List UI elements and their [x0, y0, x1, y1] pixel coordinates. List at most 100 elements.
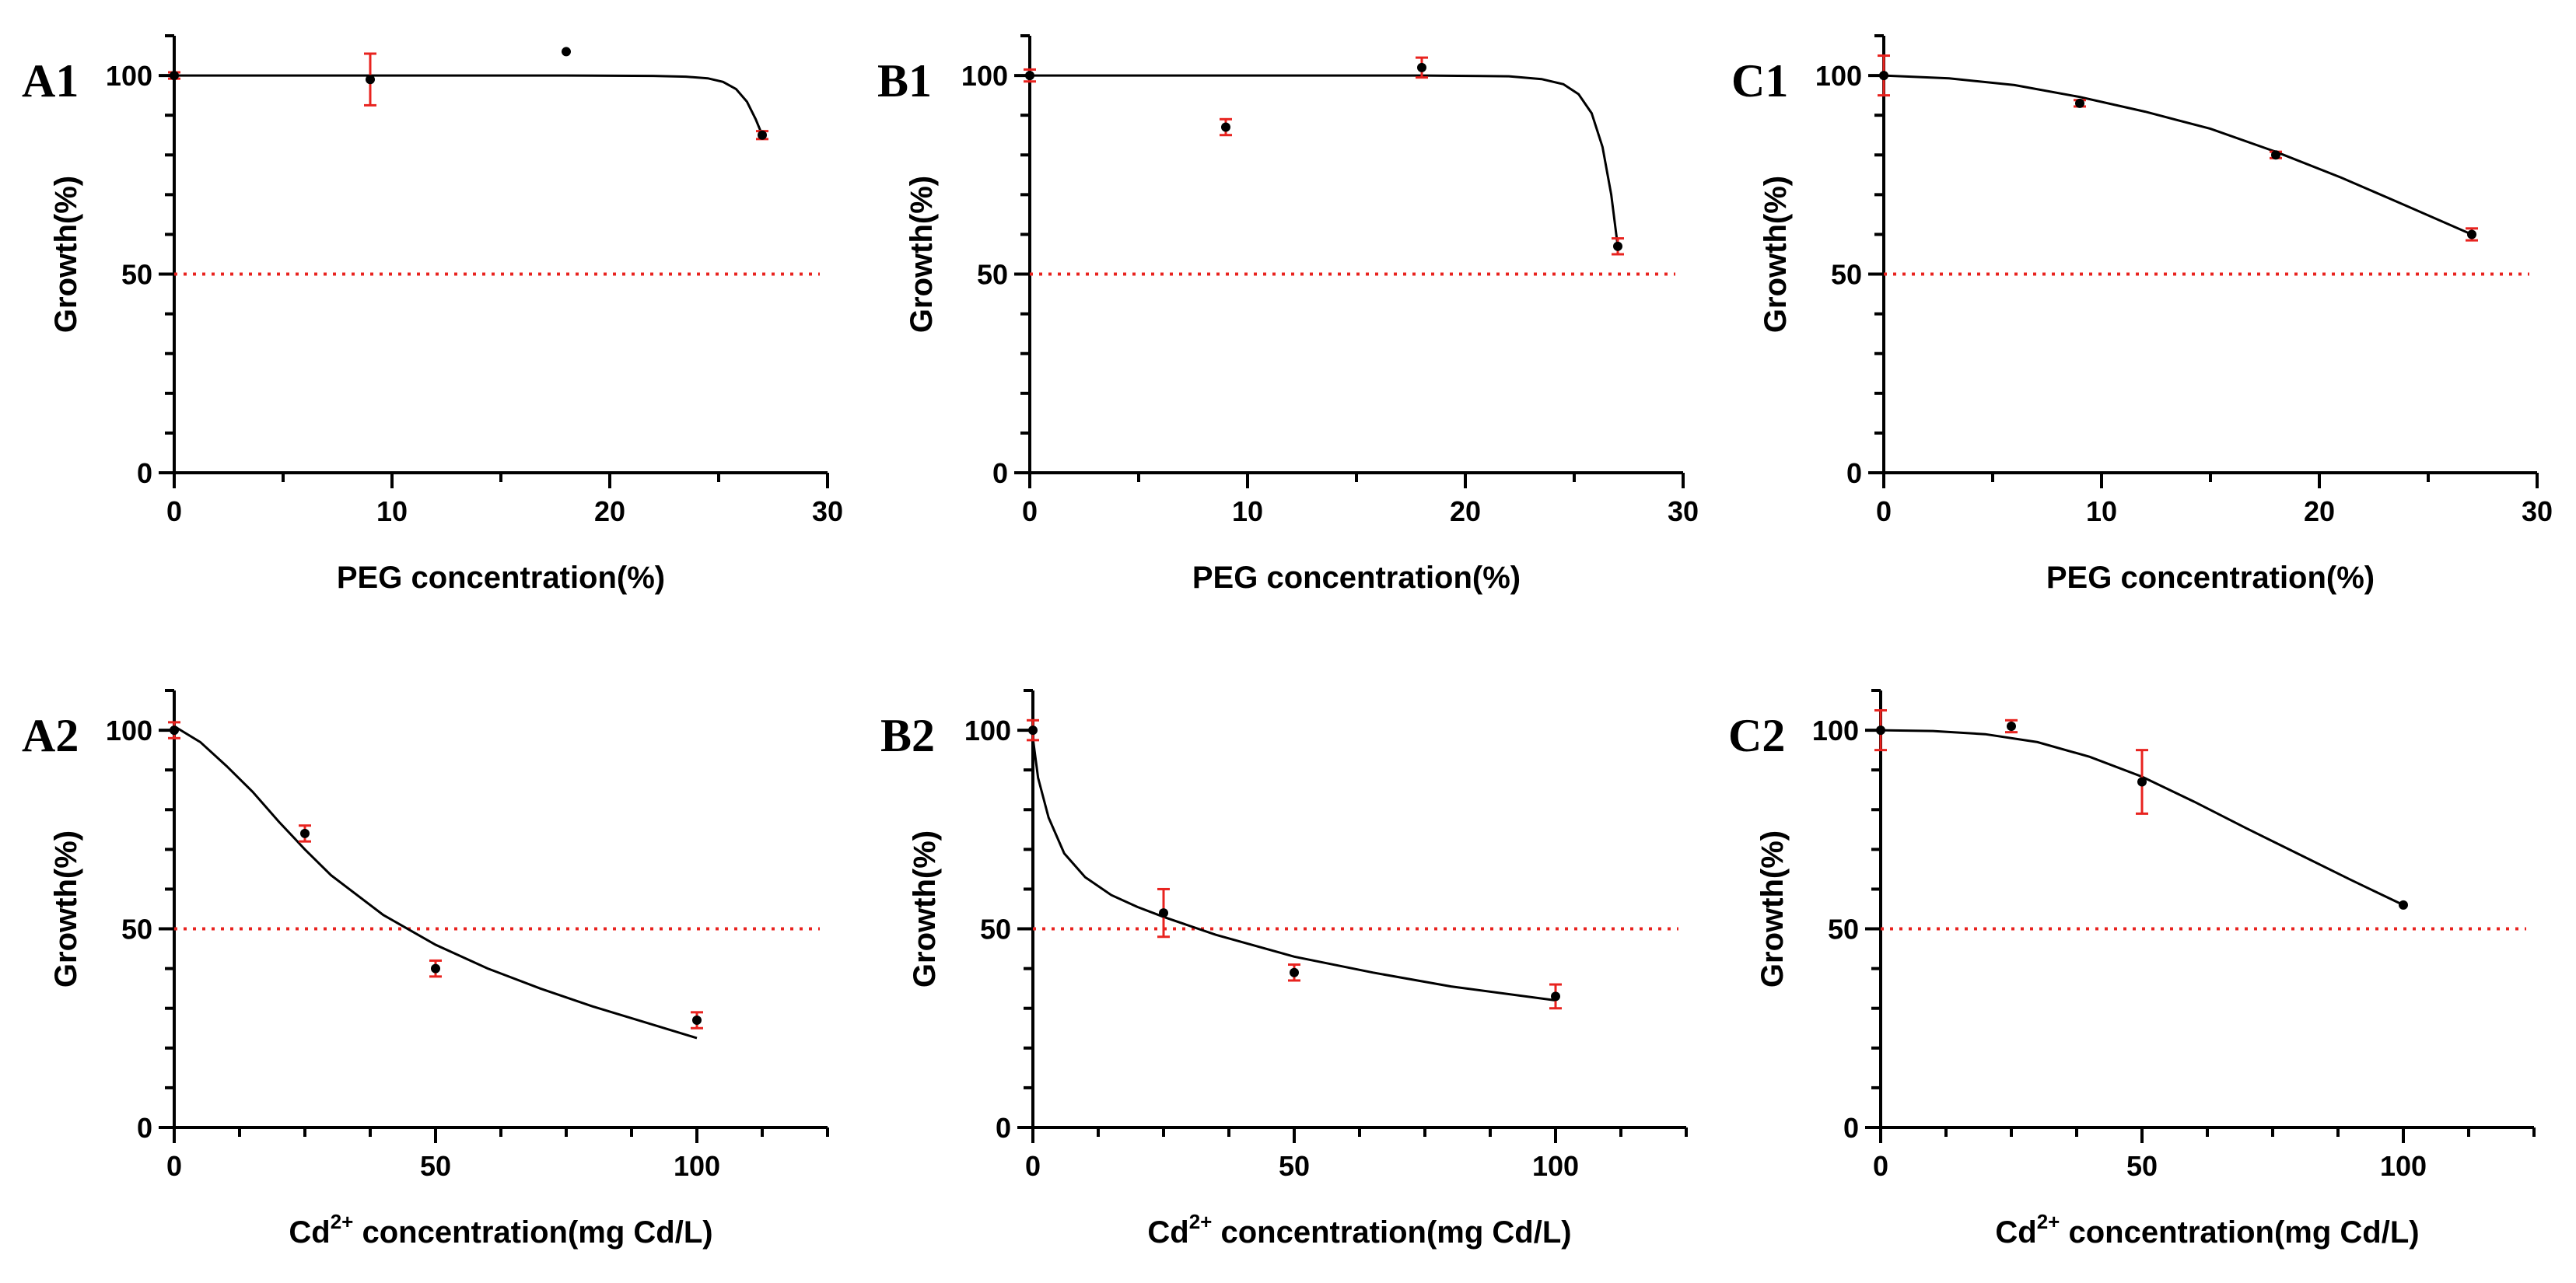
- chart-panel-a2: 0 50 100 0 50 100 A2 Growth(%) Cd2+ concentratio…: [22, 689, 829, 1250]
- panel-label: A2: [22, 710, 79, 761]
- x-tick-label: 0: [1025, 1150, 1041, 1182]
- x-tick-label: 30: [812, 495, 843, 527]
- y-axis-title: Growth(%): [908, 830, 942, 988]
- data-point: [1417, 62, 1426, 72]
- x-axis-title: Cd2+ concentration(mg Cd/L): [1147, 1210, 1571, 1250]
- x-tick-label: 0: [166, 1150, 182, 1182]
- x-tick-label: 50: [1279, 1150, 1310, 1182]
- data-point: [2399, 900, 2408, 910]
- data-point: [1613, 241, 1622, 251]
- data-point: [1028, 725, 1038, 736]
- data-point: [692, 1016, 702, 1026]
- data-point: [366, 75, 375, 85]
- data-point: [1876, 725, 1885, 736]
- y-tick-label: 100: [964, 715, 1011, 746]
- y-axis-title: Growth(%): [1755, 830, 1790, 988]
- x-tick-label: 50: [2126, 1150, 2158, 1182]
- data-point: [170, 725, 179, 736]
- y-tick-label: 100: [961, 60, 1008, 92]
- panel-label: C1: [1731, 55, 1788, 107]
- data-point: [300, 828, 310, 838]
- data-point: [562, 47, 571, 57]
- y-axis-title: Growth(%): [905, 176, 939, 333]
- x-axis-title-prefix: Cd: [1147, 1215, 1188, 1250]
- y-tick-label: 50: [121, 259, 152, 291]
- panel-label: A1: [22, 55, 79, 107]
- panel-label: B2: [880, 710, 935, 761]
- x-axis-title-prefix: Cd: [1995, 1215, 2036, 1250]
- y-tick-label: 0: [1846, 457, 1862, 489]
- x-tick-label: 100: [674, 1150, 720, 1182]
- chart-panel-c2: 0 50 100 0 50 100 C2 Growth(%) Cd2+ concentratio…: [1728, 689, 2536, 1250]
- x-tick-label: 20: [2304, 495, 2335, 527]
- y-tick-label: 100: [1815, 60, 1862, 92]
- y-tick-label: 0: [137, 1112, 152, 1144]
- y-axis-title: Growth(%): [49, 176, 83, 333]
- y-tick-label: 0: [1843, 1112, 1859, 1144]
- x-axis-title-main: concentration(mg Cd/L): [2060, 1215, 2419, 1250]
- x-axis-title: Cd2+ concentration(mg Cd/L): [1995, 1210, 2419, 1250]
- y-tick-label: 50: [977, 259, 1008, 291]
- x-axis-title: Cd2+ concentration(mg Cd/L): [289, 1210, 712, 1250]
- x-tick-label: 10: [1232, 495, 1263, 527]
- y-tick-label: 100: [106, 715, 152, 746]
- data-point: [1025, 71, 1034, 81]
- fitted-curve: [1883, 74, 2473, 236]
- x-axis-title: PEG concentration(%): [2046, 561, 2375, 595]
- x-axis-title-superscript: 2+: [1189, 1210, 1213, 1233]
- y-tick-label: 0: [137, 457, 152, 489]
- data-point: [2007, 721, 2016, 731]
- x-tick-label: 10: [2086, 495, 2117, 527]
- data-point: [1551, 991, 1560, 1002]
- fitted-curve: [1031, 738, 1556, 1002]
- data-point: [2137, 777, 2147, 787]
- data-point: [2271, 150, 2280, 160]
- y-tick-label: 100: [1812, 715, 1859, 746]
- x-tick-label: 100: [2380, 1150, 2427, 1182]
- panel-label: C2: [1728, 710, 1785, 761]
- data-point: [1879, 71, 1888, 81]
- data-point: [2075, 98, 2084, 108]
- y-tick-label: 50: [121, 914, 152, 946]
- x-axis-title-main: concentration(mg Cd/L): [353, 1215, 712, 1250]
- chart-panel-c1: 0 50 100 0 10 20 30 C1 Growth(%) PEG concentratio…: [1731, 34, 2553, 595]
- data-point: [758, 130, 767, 140]
- x-tick-label: 20: [1450, 495, 1481, 527]
- fitted-curve: [173, 725, 698, 1040]
- x-tick-label: 0: [1876, 495, 1892, 527]
- x-tick-label: 0: [166, 495, 182, 527]
- y-tick-label: 0: [996, 1112, 1011, 1144]
- x-axis-title: PEG concentration(%): [337, 561, 665, 595]
- x-axis-title-main: concentration(mg Cd/L): [1212, 1215, 1571, 1250]
- x-axis-title-superscript: 2+: [2037, 1210, 2060, 1233]
- chart-panel-b2: 0 50 100 0 50 100 B2 Growth(%) Cd2+ concentratio…: [880, 689, 1688, 1250]
- y-tick-label: 100: [106, 60, 152, 92]
- data-point: [431, 963, 440, 974]
- panel-label: B1: [877, 55, 932, 107]
- chart-panel-a1: 0 50 100 0 10 20 30 A1 Growth(%) PEG concentratio…: [22, 34, 843, 595]
- y-tick-label: 0: [992, 457, 1008, 489]
- data-point: [1159, 908, 1168, 918]
- x-axis-title-superscript: 2+: [331, 1210, 354, 1233]
- chart-panel-b1: 0 50 100 0 10 20 30 B1 Growth(%) PEG concentratio…: [877, 34, 1699, 595]
- fitted-curve: [174, 74, 764, 136]
- x-axis-title: PEG concentration(%): [1192, 561, 1521, 595]
- data-point: [170, 71, 179, 81]
- x-tick-label: 0: [1022, 495, 1038, 527]
- x-tick-label: 30: [1668, 495, 1699, 527]
- x-tick-label: 10: [376, 495, 408, 527]
- data-point: [1290, 967, 1299, 977]
- x-tick-label: 0: [1873, 1150, 1888, 1182]
- x-axis-title-prefix: Cd: [289, 1215, 330, 1250]
- x-tick-label: 30: [2522, 495, 2553, 527]
- x-tick-label: 100: [1532, 1150, 1579, 1182]
- fitted-curve: [1030, 74, 1619, 246]
- x-tick-label: 50: [420, 1150, 451, 1182]
- y-tick-label: 50: [1828, 914, 1859, 946]
- y-tick-label: 50: [980, 914, 1011, 946]
- y-axis-title: Growth(%): [49, 830, 83, 988]
- data-point: [2467, 229, 2476, 239]
- y-axis-title: Growth(%): [1759, 176, 1793, 333]
- data-point: [1221, 122, 1230, 132]
